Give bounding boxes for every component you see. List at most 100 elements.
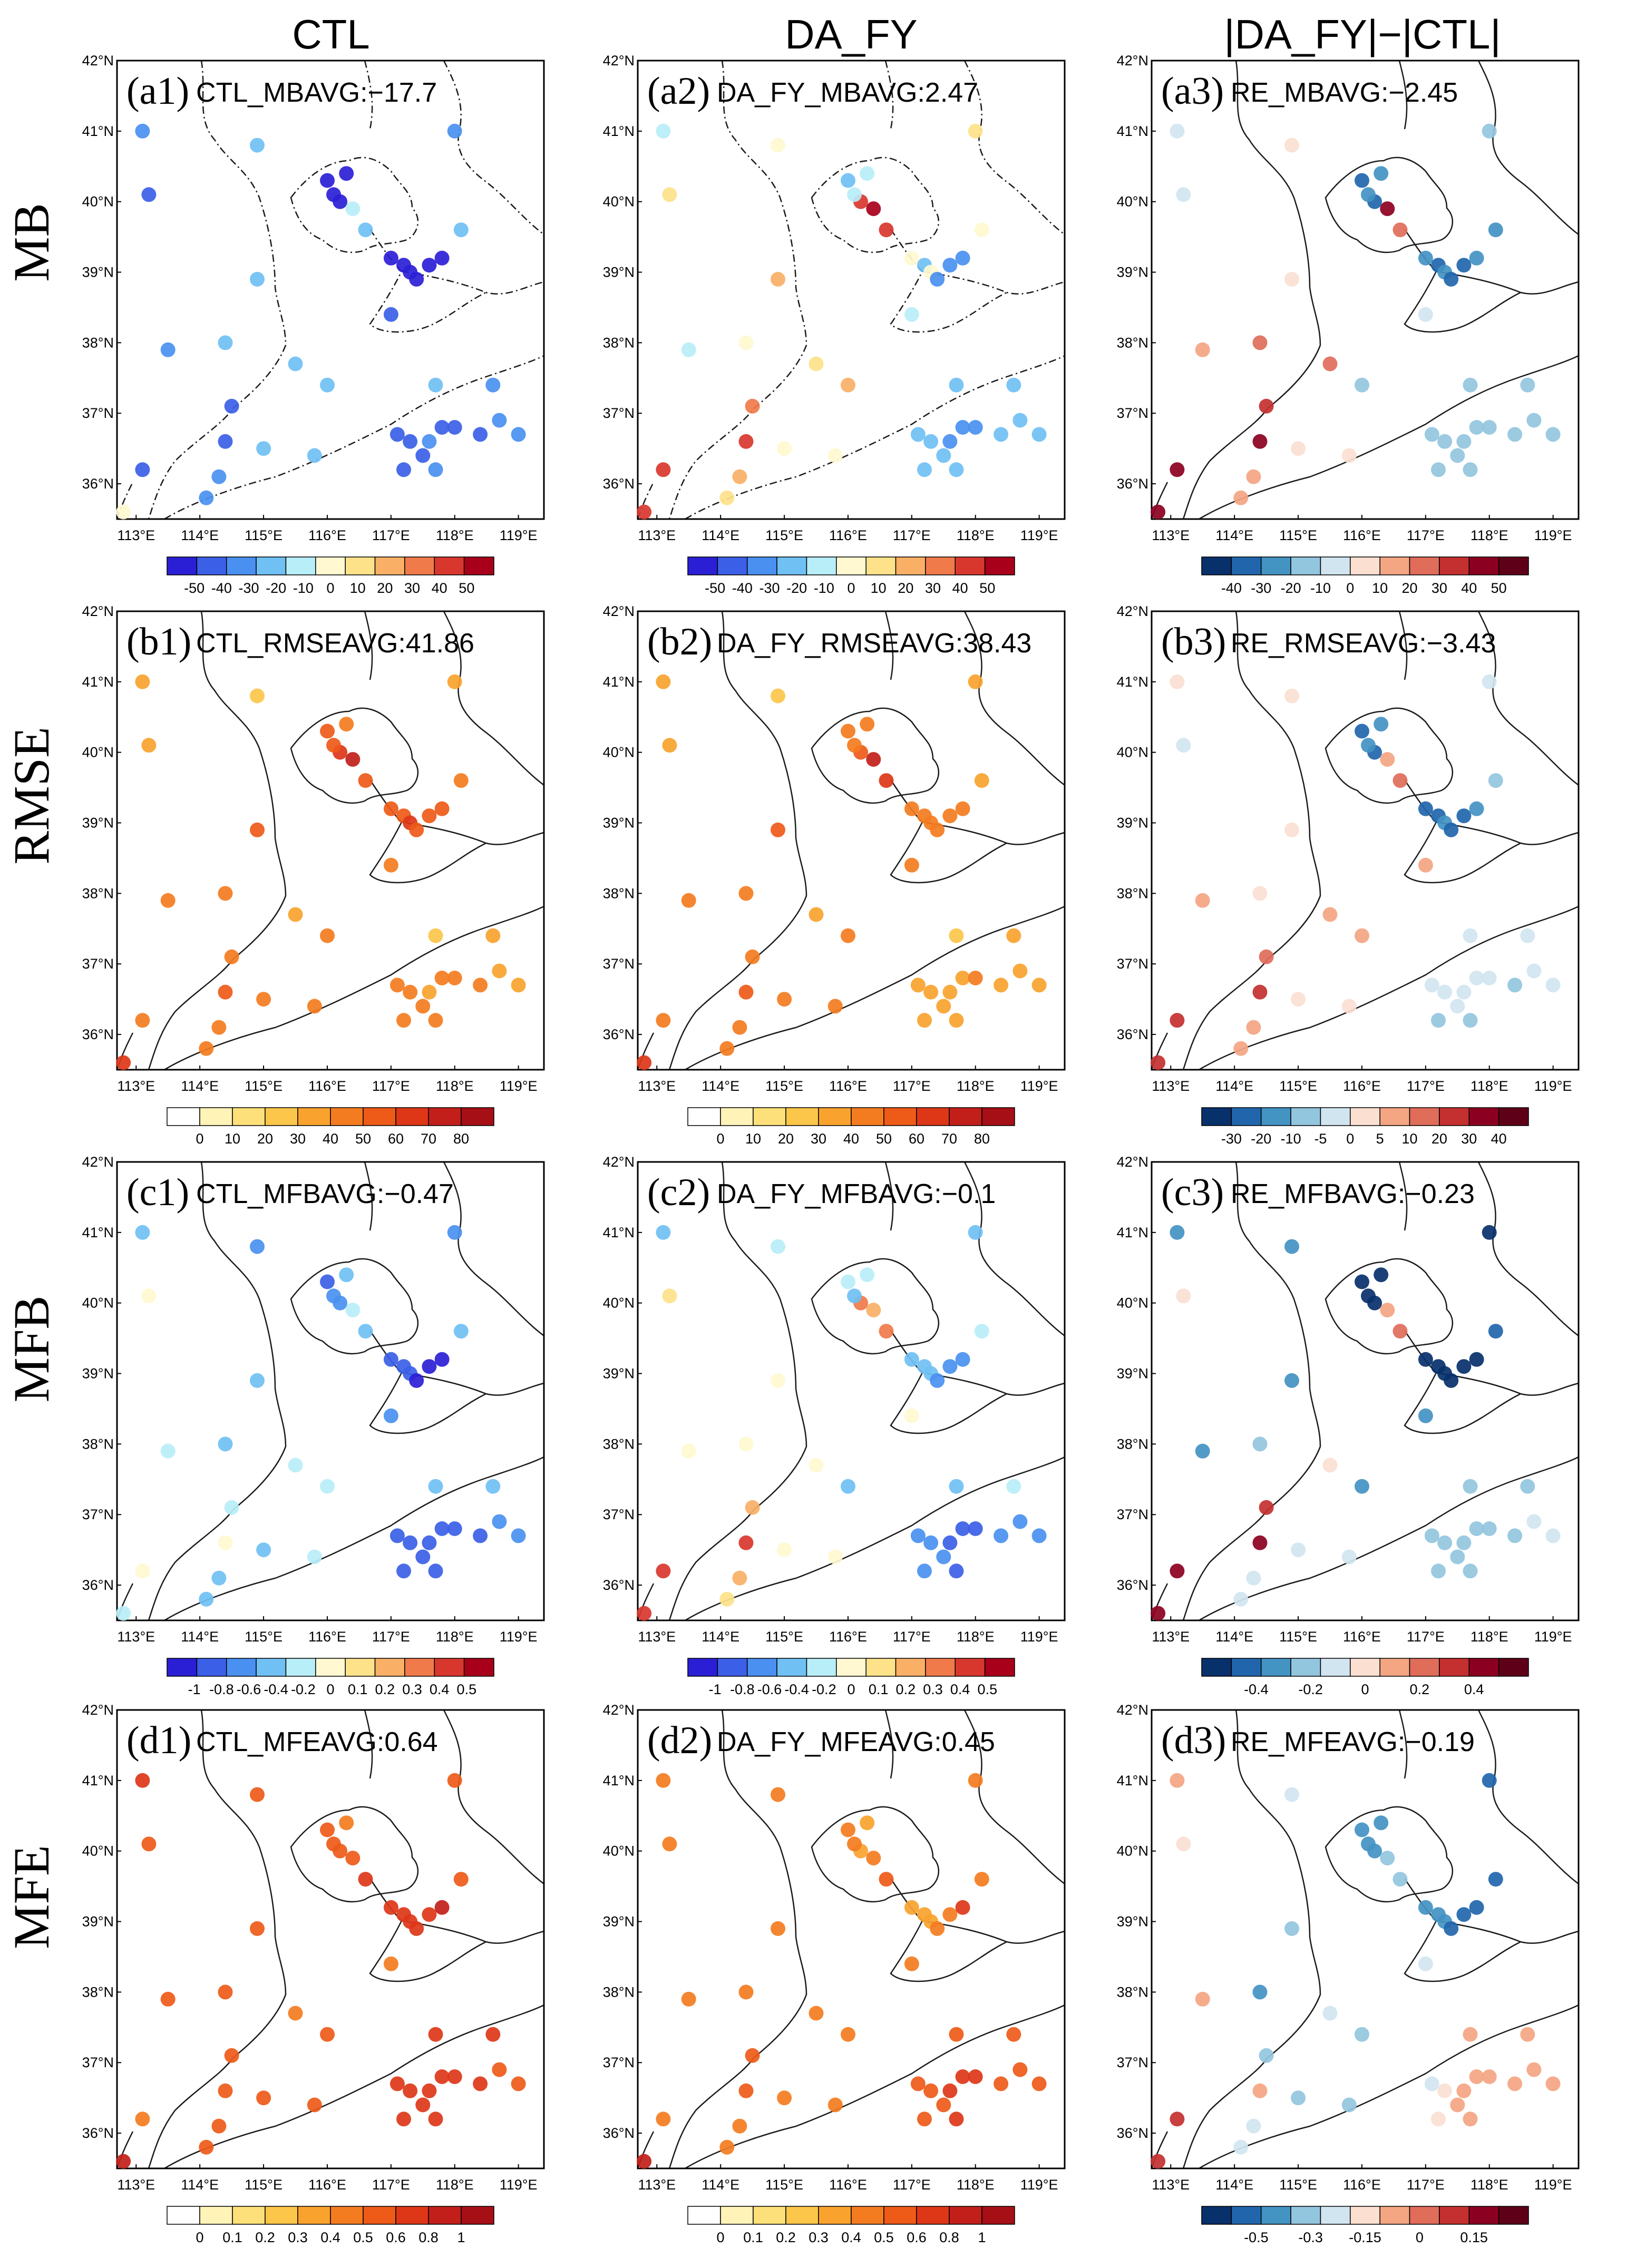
map-panel-b2: 36°N 37°N 38°N 39°N 40°N 41°N 42°N 113°E 114°E 11… <box>603 603 1066 1147</box>
station-dot <box>745 949 760 964</box>
colorbar-label: -0.6 <box>237 1682 261 1697</box>
colorbar-box <box>818 1107 852 1126</box>
colorbar-box <box>1320 556 1351 575</box>
lat-tick-label: 42°N <box>82 53 114 69</box>
colorbar-label: 40 <box>952 580 968 596</box>
station-dot <box>942 258 958 273</box>
colorbar-box <box>883 1107 917 1126</box>
station-dot <box>879 1324 894 1339</box>
colorbar-label: 0.6 <box>386 2230 406 2245</box>
station-dot <box>1482 1521 1497 1536</box>
colorbar-label: 0 <box>196 1131 203 1147</box>
station-dot <box>738 1436 754 1452</box>
station-dot <box>1463 462 1478 477</box>
station-dot <box>681 1991 696 2007</box>
lat-tick-label: 36°N <box>603 1577 635 1593</box>
colorbar-box <box>925 1658 956 1677</box>
lon-tick-label: 114°E <box>1215 1629 1253 1645</box>
station-dot <box>1418 857 1433 873</box>
station-dot <box>1246 2118 1261 2134</box>
lon-tick-label: 116°E <box>308 527 346 543</box>
station-dot <box>1374 717 1389 732</box>
colorbar-box <box>1498 1107 1529 1126</box>
station-dot <box>403 434 418 449</box>
colorbar-label: -10 <box>1281 1131 1301 1147</box>
colorbar-box <box>315 1658 346 1677</box>
station-dot <box>250 1921 265 1936</box>
station-dot <box>1170 1013 1185 1028</box>
lon-tick-label: 117°E <box>893 2177 931 2193</box>
lon-tick-label: 116°E <box>308 1629 346 1645</box>
station-dot <box>211 469 227 484</box>
station-dot <box>771 822 785 837</box>
station-dot <box>1233 1591 1249 1607</box>
lon-tick-label: 113°E <box>638 2177 676 2193</box>
station-dot <box>116 1055 131 1070</box>
station-dot <box>1195 1991 1210 2007</box>
colorbar-label: 0.15 <box>1460 2230 1488 2245</box>
colorbar-box <box>687 1658 718 1677</box>
station-dot <box>860 1267 875 1283</box>
station-dot <box>403 2083 418 2098</box>
station-dot <box>738 1984 754 2000</box>
station-dot <box>949 462 964 477</box>
colorbar-box <box>753 1107 786 1126</box>
lon-tick-label: 119°E <box>1020 527 1058 543</box>
station-dot <box>738 2083 754 2098</box>
station-dot <box>930 822 945 837</box>
station-dot <box>428 1563 443 1579</box>
station-dot <box>841 2027 855 2042</box>
station-dot <box>1246 1020 1261 1035</box>
lon-tick-label: 115°E <box>765 527 803 543</box>
lon-tick-label: 117°E <box>893 527 931 543</box>
station-dot <box>135 1013 150 1028</box>
lat-tick-label: 40°N <box>603 1843 635 1859</box>
station-dot <box>224 1500 239 1515</box>
station-dot <box>224 949 239 964</box>
station-dot <box>383 1352 398 1367</box>
map-background <box>638 61 1065 519</box>
station-dot <box>1355 1822 1369 1837</box>
station-dot <box>1252 2083 1268 2098</box>
station-dot <box>320 928 335 943</box>
station-dot <box>738 886 754 901</box>
station-dot <box>949 2027 964 2042</box>
station-dot <box>1526 963 1542 979</box>
colorbar-box <box>232 1107 266 1126</box>
station-dot <box>1437 2083 1453 2098</box>
lat-tick-label: 37°N <box>603 956 635 972</box>
station-dot <box>1291 2090 1306 2106</box>
lon-tick-label: 114°E <box>181 1078 219 1094</box>
colorbar-label: -40 <box>1221 580 1242 596</box>
colorbar-label: 80 <box>453 1131 469 1147</box>
map-frame <box>116 610 545 1071</box>
station-dot <box>250 1239 265 1254</box>
lon-tick-label: 113°E <box>117 1078 155 1094</box>
station-dot <box>917 1563 932 1579</box>
colorbar-box <box>1439 1107 1470 1126</box>
station-dot <box>917 1013 932 1028</box>
station-dot <box>409 822 424 837</box>
lon-tick-label: 117°E <box>372 1629 410 1645</box>
colorbar-label: 0.3 <box>923 1682 943 1697</box>
station-dot <box>1031 2076 1047 2091</box>
lon-tick-label: 117°E <box>893 1629 931 1645</box>
station-dot <box>745 398 760 414</box>
lon-tick-label: 119°E <box>500 1629 538 1645</box>
station-dot <box>904 307 919 322</box>
station-dot <box>719 2139 735 2155</box>
colorbar-box <box>925 556 956 575</box>
station-dot <box>738 1535 754 1550</box>
station-dot <box>1355 2027 1369 2042</box>
lat-tick-label: 36°N <box>1117 2125 1148 2141</box>
station-dot <box>1450 448 1465 463</box>
station-dot <box>141 187 157 202</box>
lat-tick-label: 36°N <box>603 2125 635 2141</box>
lat-tick-label: 38°N <box>603 335 635 350</box>
station-dot <box>656 674 671 689</box>
colorbar-label: 40 <box>323 1131 338 1147</box>
lat-tick-label: 38°N <box>1117 1436 1148 1452</box>
station-dot <box>396 1013 411 1028</box>
colorbar-box <box>1260 1107 1291 1126</box>
station-dot <box>771 138 785 153</box>
